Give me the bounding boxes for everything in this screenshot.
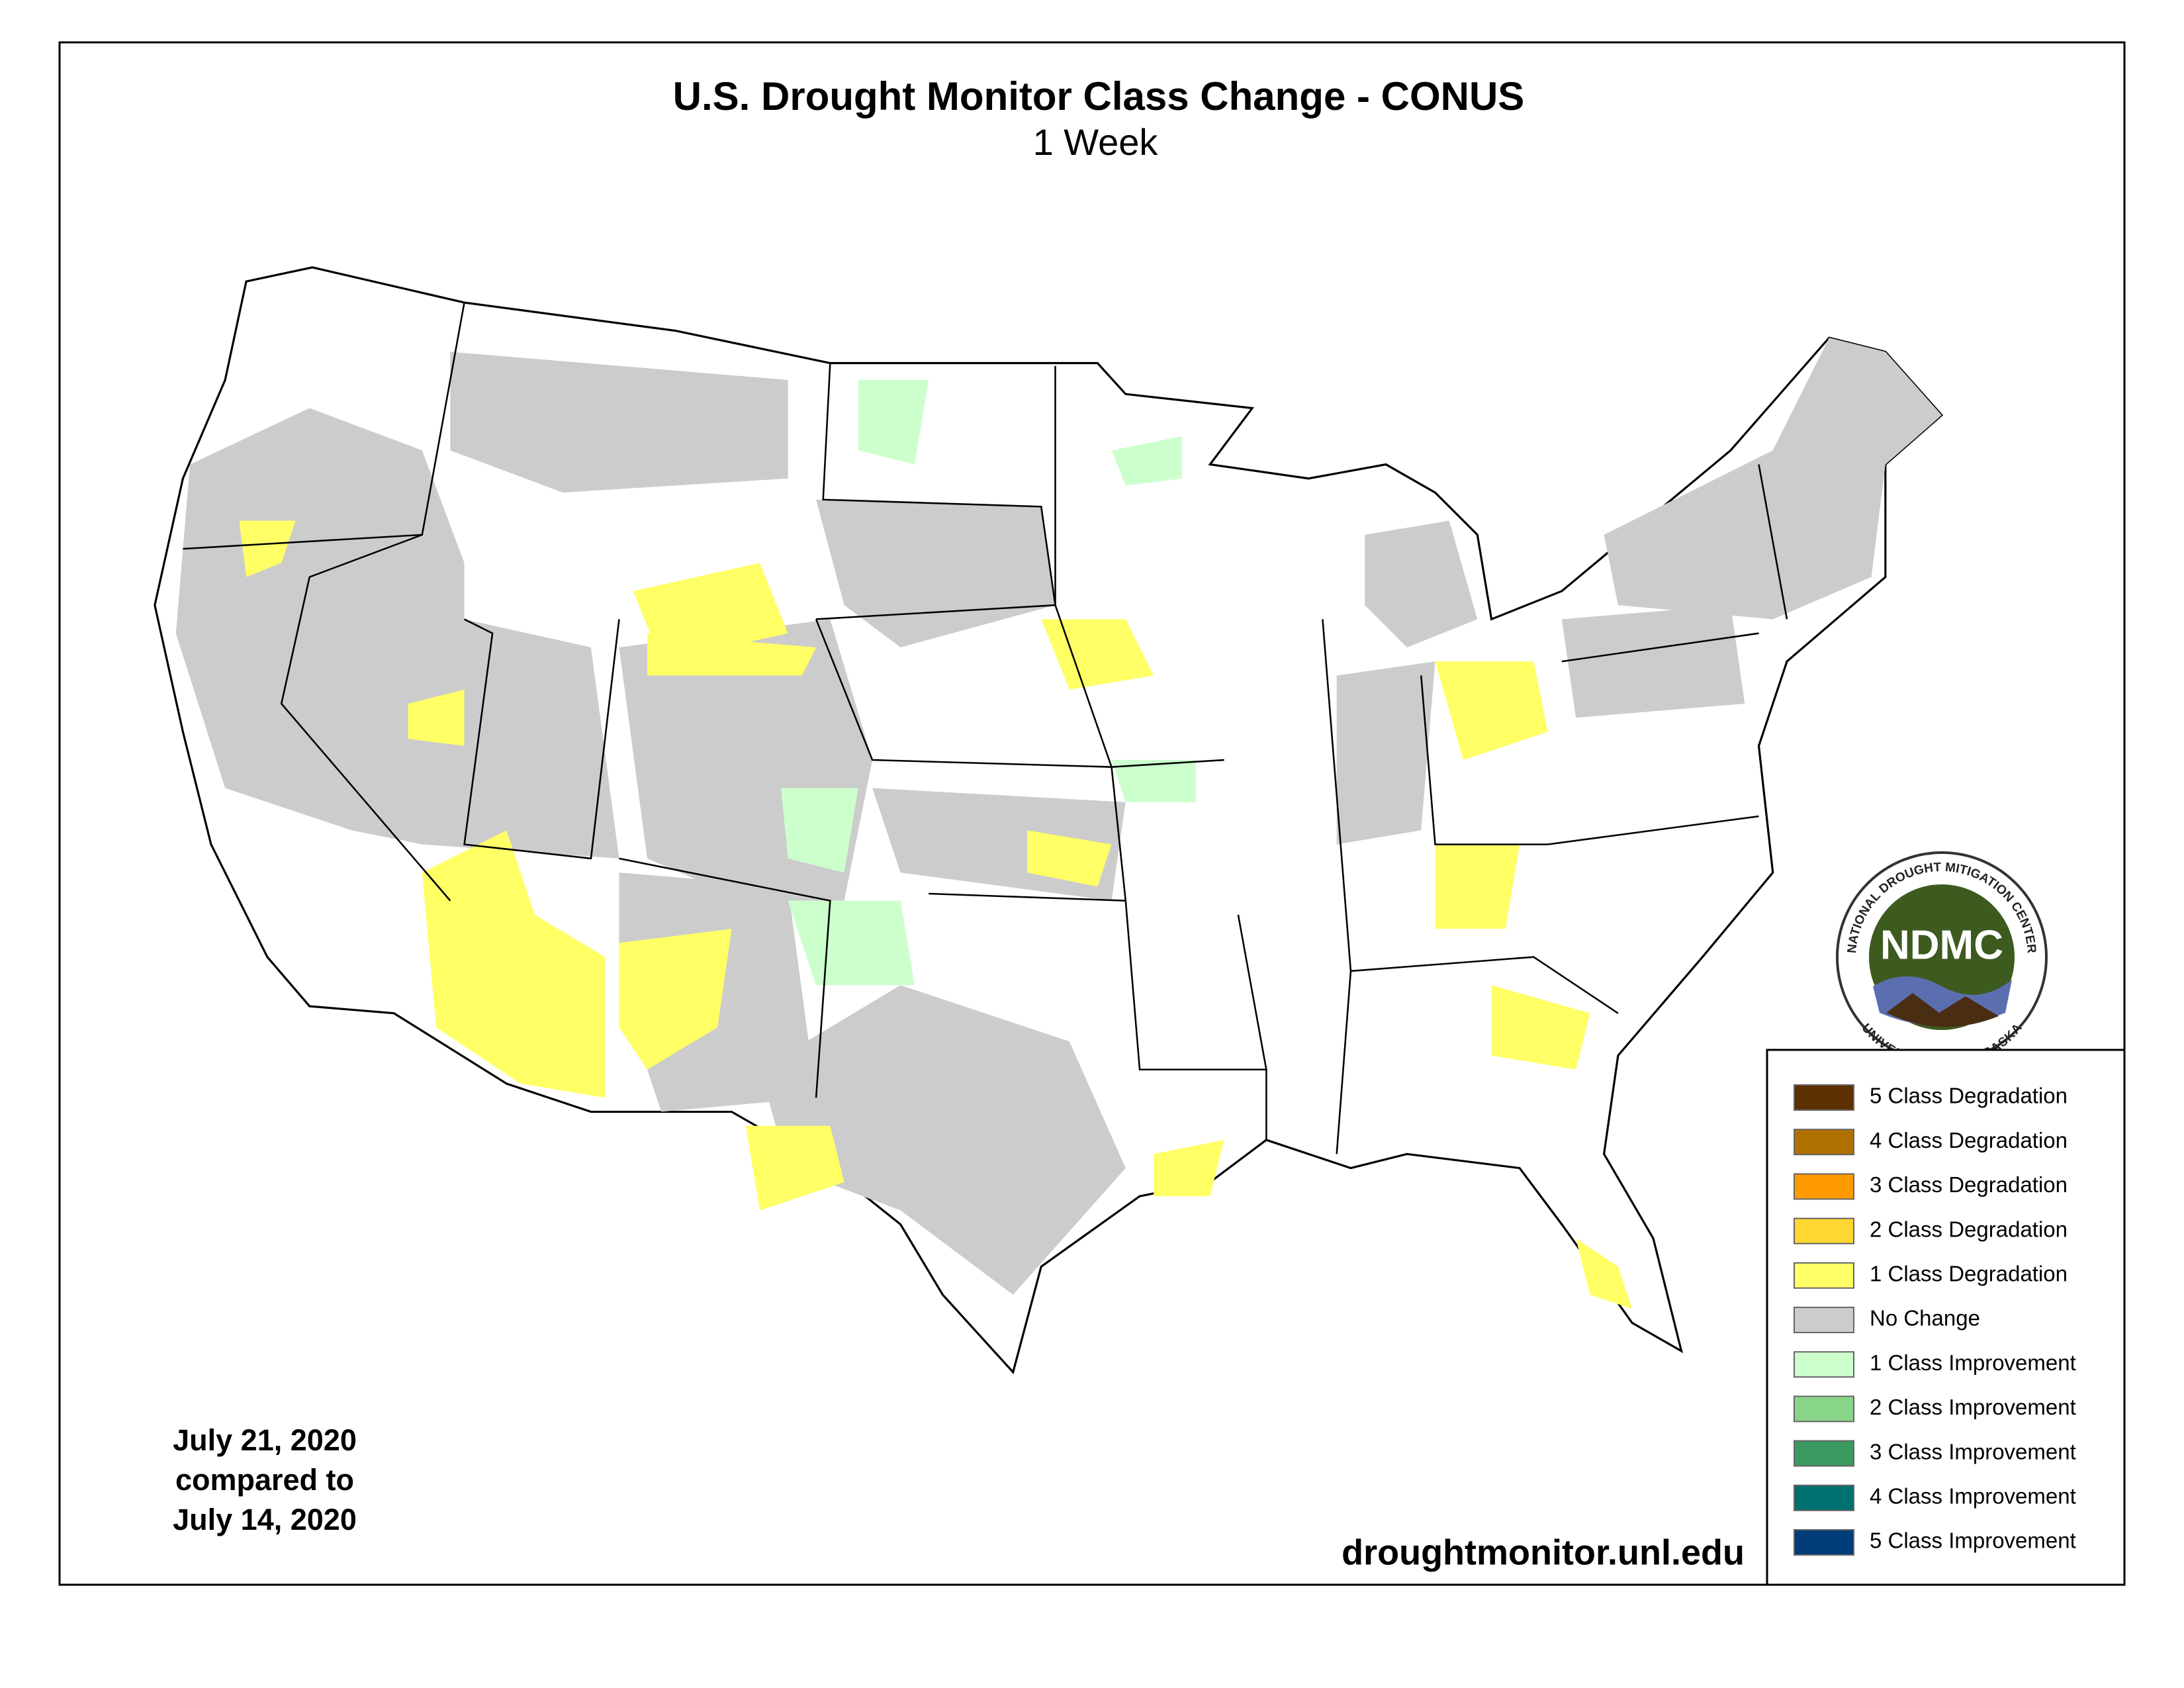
legend: 5 Class Degradation 4 Class Degradation 3 …	[1794, 1084, 2076, 1556]
conus-map	[154, 266, 1944, 1375]
legend-swatch	[1794, 1307, 1854, 1333]
logo-acronym: NDMC	[1880, 922, 2003, 968]
legend-label: 2 Class Improvement	[1870, 1395, 2076, 1419]
improvement-areas	[780, 380, 1197, 986]
legend-label: 5 Class Improvement	[1870, 1528, 2076, 1553]
legend-label: 3 Class Degradation	[1870, 1172, 2068, 1197]
legend-label: 1 Class Degradation	[1870, 1262, 2068, 1286]
legend-swatch	[1794, 1173, 1854, 1200]
legend-swatch	[1794, 1217, 1854, 1244]
title: U.S. Drought Monitor Class Change - CONU…	[673, 74, 1525, 118]
legend-label: 5 Class Degradation	[1870, 1084, 2068, 1108]
source-url: droughtmonitor.unl.edu	[1342, 1532, 1745, 1572]
date-block: July 21, 2020 compared to July 14, 2020	[173, 1423, 357, 1536]
date-line: July 21, 2020	[173, 1423, 357, 1457]
legend-label: 4 Class Improvement	[1870, 1484, 2076, 1509]
legend-swatch	[1794, 1084, 1854, 1111]
legend-label: 3 Class Improvement	[1870, 1439, 2076, 1464]
date-line: July 14, 2020	[173, 1503, 357, 1536]
ndmc-logo: NDMC NATIONAL DROUGHT MITIGATION CENTER …	[1836, 851, 2048, 1071]
legend-swatch	[1794, 1440, 1854, 1467]
subtitle: 1 Week	[1033, 121, 1159, 163]
legend-label: 2 Class Degradation	[1870, 1217, 2068, 1241]
logo-land	[1886, 993, 1999, 1027]
legend-swatch	[1794, 1395, 1854, 1423]
degradation-areas	[239, 520, 1633, 1309]
date-line: compared to	[175, 1463, 354, 1497]
legend-swatch	[1794, 1129, 1854, 1156]
legend-swatch	[1794, 1351, 1854, 1378]
legend-swatch	[1794, 1484, 1854, 1511]
legend-label: 1 Class Improvement	[1870, 1350, 2076, 1375]
legend-swatch	[1794, 1529, 1854, 1556]
legend-label: 4 Class Degradation	[1870, 1128, 2068, 1152]
state-borders	[183, 302, 1788, 1154]
legend-label: No Change	[1870, 1306, 1980, 1331]
legend-swatch	[1794, 1262, 1854, 1289]
